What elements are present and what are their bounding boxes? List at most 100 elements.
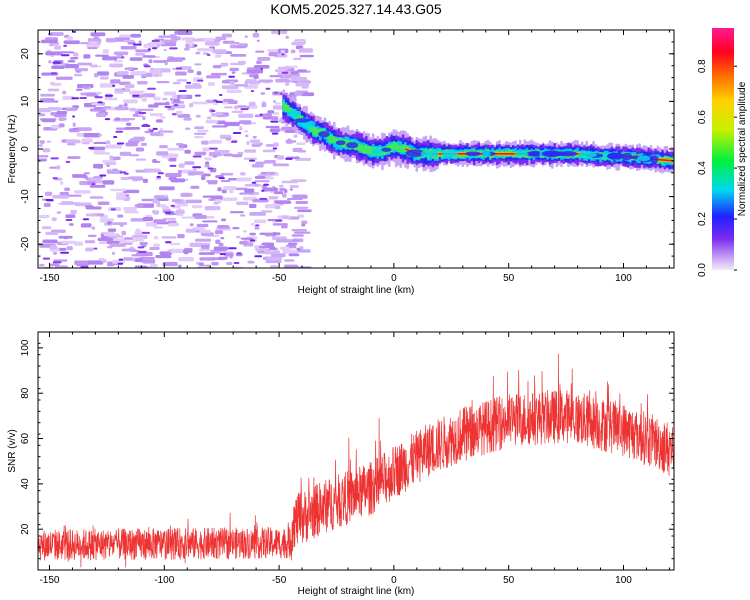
- noise-speckle: [94, 73, 99, 78]
- spectrogram-xlabel: Height of straight line (km): [298, 285, 415, 296]
- spectrogram-xtick-label: 100: [615, 273, 632, 284]
- signal-blob: [405, 149, 426, 158]
- noise-speckle: [173, 104, 179, 107]
- noise-speckle: [218, 256, 228, 260]
- noise-speckle: [42, 40, 59, 44]
- noise-speckle: [110, 79, 121, 84]
- noise-speckle: [40, 93, 55, 97]
- noise-speckle: [185, 199, 203, 204]
- noise-speckle: [142, 116, 146, 121]
- noise-speckle: [84, 240, 96, 244]
- noise-speckle: [202, 195, 215, 198]
- noise-speckle: [262, 149, 276, 153]
- noise-speckle: [290, 71, 299, 75]
- noise-speckle: [105, 144, 122, 149]
- snr-ytick-label: 80: [20, 387, 31, 399]
- noise-speckle: [85, 247, 94, 252]
- noise-speckle: [256, 39, 260, 42]
- noise-speckle: [274, 102, 281, 105]
- signal-blob: [346, 141, 359, 149]
- noise-speckle: [180, 95, 188, 99]
- noise-speckle: [124, 172, 129, 175]
- noise-speckle: [120, 45, 137, 50]
- noise-speckle: [208, 198, 216, 201]
- noise-speckle: [271, 116, 279, 121]
- noise-speckle: [77, 62, 92, 66]
- noise-speckle: [272, 232, 281, 236]
- noise-speckle: [119, 240, 135, 243]
- noise-speckle: [148, 69, 161, 72]
- noise-speckle: [161, 236, 177, 239]
- noise-speckle: [52, 82, 62, 86]
- noise-speckle: [211, 261, 219, 266]
- noise-speckle: [274, 205, 281, 210]
- noise-speckle: [236, 201, 249, 206]
- noise-speckle: [65, 218, 73, 221]
- noise-speckle: [163, 194, 168, 197]
- noise-speckle: [136, 251, 153, 257]
- noise-speckle: [171, 94, 178, 99]
- noise-speckle: [58, 123, 65, 128]
- signal-blob: [441, 150, 459, 158]
- colorbar-label: Normalized spectral amplitude: [737, 81, 748, 216]
- noise-speckle: [110, 208, 116, 211]
- signal-blob: [288, 109, 300, 118]
- noise-speckle: [222, 197, 238, 202]
- signal-blob: [527, 150, 544, 157]
- noise-speckle: [159, 144, 168, 149]
- noise-speckle: [129, 138, 145, 142]
- noise-speckle: [217, 187, 222, 192]
- noise-speckle: [297, 69, 307, 73]
- noise-speckle: [275, 239, 292, 243]
- signal-blob: [649, 155, 659, 164]
- noise-speckle: [109, 243, 126, 247]
- colorbar-tick-label: 0.2: [697, 212, 708, 226]
- noise-speckle: [73, 52, 79, 57]
- noise-speckle: [51, 65, 65, 69]
- noise-speckle: [144, 65, 151, 68]
- noise-speckle: [254, 180, 270, 183]
- noise-speckle: [284, 249, 299, 254]
- noise-speckle: [267, 110, 275, 114]
- noise-speckle: [162, 97, 168, 101]
- noise-speckle: [70, 57, 79, 60]
- noise-speckle: [205, 119, 218, 124]
- noise-speckle: [242, 230, 248, 233]
- noise-speckle: [153, 243, 161, 247]
- noise-speckle: [253, 64, 270, 69]
- noise-speckle: [155, 254, 172, 259]
- noise-speckle: [156, 151, 169, 156]
- noise-speckle: [260, 210, 273, 213]
- noise-speckle: [177, 114, 191, 118]
- noise-speckle: [147, 87, 156, 90]
- noise-speckle: [232, 227, 240, 230]
- noise-speckle: [54, 45, 61, 50]
- noise-speckle: [163, 49, 168, 52]
- noise-speckle: [103, 233, 118, 237]
- noise-speckle: [99, 152, 111, 155]
- noise-speckle: [140, 142, 147, 146]
- noise-speckle: [255, 50, 265, 53]
- noise-speckle: [287, 216, 300, 220]
- noise-speckle: [277, 66, 291, 70]
- noise-speckle: [119, 171, 127, 174]
- noise-speckle: [84, 205, 94, 208]
- noise-speckle: [125, 142, 138, 147]
- noise-speckle: [301, 86, 309, 89]
- noise-speckle: [135, 228, 141, 232]
- colorbar-tick-label: 0.0: [697, 263, 708, 277]
- noise-speckle: [224, 121, 240, 127]
- noise-speckle: [191, 205, 203, 209]
- noise-speckle: [121, 87, 126, 91]
- noise-speckle: [44, 191, 53, 196]
- snr-xtick-label: -100: [154, 575, 174, 586]
- noise-speckle: [252, 136, 257, 139]
- noise-speckle: [252, 199, 269, 203]
- noise-speckle: [272, 100, 277, 103]
- signal-blob: [621, 152, 633, 161]
- noise-speckle: [170, 204, 176, 207]
- noise-speckle: [153, 226, 163, 229]
- noise-speckle: [245, 134, 249, 138]
- noise-speckle: [129, 57, 143, 61]
